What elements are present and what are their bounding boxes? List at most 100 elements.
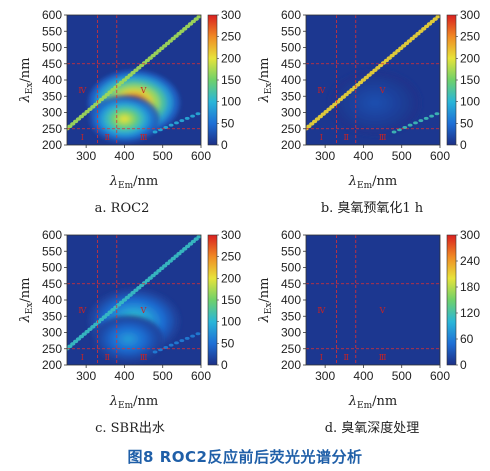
scatter-point bbox=[90, 325, 96, 329]
scatter-point bbox=[87, 107, 93, 112]
scatter-point bbox=[124, 295, 130, 300]
scatter-point bbox=[317, 114, 323, 119]
colorbar-tick-label: 0 bbox=[221, 138, 228, 152]
scatter-point bbox=[372, 68, 378, 73]
scatter-point bbox=[121, 298, 128, 302]
scatter-point bbox=[104, 92, 110, 97]
scatter-point bbox=[139, 283, 145, 288]
scatter-point-2nd bbox=[429, 114, 434, 118]
scatter-point-2nd bbox=[184, 336, 190, 340]
scatter-point bbox=[150, 273, 156, 278]
scatter-point bbox=[176, 31, 182, 36]
scatter-point bbox=[187, 22, 194, 26]
scatter-point bbox=[383, 58, 389, 63]
colorbar-tick-label: 50 bbox=[460, 116, 474, 130]
scatter-point bbox=[159, 46, 165, 51]
region-label: Ⅳ bbox=[317, 86, 326, 95]
colorbar-tick-label: 180 bbox=[460, 280, 480, 294]
x-axis-label-symbol: λ bbox=[348, 394, 357, 409]
x-tick-label: 300 bbox=[76, 149, 96, 163]
y-tick-label: 200 bbox=[281, 138, 301, 152]
scatter-point bbox=[139, 63, 145, 68]
y-axis-label-sub: Ex bbox=[25, 83, 35, 95]
scatter-point bbox=[167, 39, 173, 43]
colorbar bbox=[446, 234, 457, 366]
scatter-point-2nd bbox=[184, 116, 190, 120]
colorbar-tick-label: 60 bbox=[460, 332, 474, 346]
y-axis-label-unit: /nm bbox=[18, 278, 33, 303]
region-label: Ⅱ bbox=[104, 353, 109, 362]
scatter-point bbox=[435, 15, 440, 19]
scatter-point bbox=[386, 56, 392, 60]
scatter-point bbox=[67, 344, 73, 349]
x-axis-label-sub: Em bbox=[357, 181, 373, 191]
y-axis-label-sub: Ex bbox=[264, 83, 274, 95]
fluorescence-peak bbox=[89, 95, 160, 143]
scatter-point bbox=[130, 70, 136, 75]
scatter-point bbox=[153, 51, 159, 55]
region-label: Ⅱ bbox=[343, 133, 348, 142]
scatter-point bbox=[355, 83, 361, 87]
scatter-point bbox=[136, 66, 142, 70]
scatter-point bbox=[127, 293, 133, 297]
scatter-point bbox=[73, 119, 79, 124]
colorbar-tick-label: 300 bbox=[460, 228, 480, 242]
y-tick-label: 450 bbox=[281, 57, 301, 71]
region-label: Ⅲ bbox=[140, 353, 148, 362]
scatter-point bbox=[349, 87, 355, 92]
plot-area: Ⅰ Ⅱ Ⅲ Ⅳ Ⅴ bbox=[306, 235, 440, 365]
x-axis-label-symbol: λ bbox=[109, 174, 118, 189]
scatter-point-2nd bbox=[195, 112, 201, 116]
y-tick-label: 450 bbox=[42, 277, 62, 291]
scatter-point bbox=[156, 268, 162, 273]
colorbar-tick-label: 50 bbox=[221, 116, 235, 130]
scatter-point bbox=[418, 29, 424, 34]
colorbar-tick-label: 300 bbox=[460, 8, 480, 22]
x-axis-label: λEm/nm bbox=[348, 394, 397, 411]
region-label: Ⅰ bbox=[81, 133, 84, 142]
scatter-point-2nd bbox=[195, 332, 201, 336]
colorbar-tick-label: 240 bbox=[460, 254, 480, 268]
y-tick-label: 400 bbox=[42, 73, 62, 87]
y-tick-label: 450 bbox=[281, 277, 301, 291]
colorbar-tick-label: 120 bbox=[460, 306, 480, 320]
region-label: Ⅴ bbox=[140, 86, 147, 95]
y-tick-label: 300 bbox=[281, 326, 301, 340]
x-axis-label-symbol: λ bbox=[109, 394, 118, 409]
y-axis-label: λEx/nm bbox=[257, 58, 274, 104]
colorbar-tick-label: 250 bbox=[221, 250, 241, 264]
region-label: Ⅲ bbox=[379, 353, 387, 362]
colorbar-tick-label: 150 bbox=[221, 293, 241, 307]
scatter-point bbox=[185, 24, 191, 29]
scatter-point bbox=[190, 19, 196, 24]
scatter-point bbox=[320, 112, 326, 116]
scatter-point bbox=[185, 244, 191, 249]
y-tick-label: 400 bbox=[281, 293, 301, 307]
y-tick-label: 600 bbox=[281, 228, 301, 242]
scatter-point bbox=[337, 97, 344, 102]
scatter-point bbox=[346, 90, 352, 94]
colorbar bbox=[207, 234, 218, 366]
colorbar-tick-label: 100 bbox=[221, 315, 241, 329]
panel-subtitle: b. 臭氧预氧化1 h bbox=[321, 201, 424, 216]
panel-subtitle: d. 臭氧深度处理 bbox=[325, 420, 420, 436]
scatter-point bbox=[170, 36, 176, 41]
y-tick-label: 550 bbox=[42, 24, 62, 38]
x-tick-label: 400 bbox=[114, 369, 134, 383]
y-tick-label: 250 bbox=[281, 342, 301, 356]
scatter-point-2nd bbox=[174, 341, 179, 345]
colorbar-tick-label: 200 bbox=[460, 51, 480, 65]
y-tick-label: 350 bbox=[42, 309, 62, 323]
scatter-point bbox=[98, 97, 105, 102]
scatter-point bbox=[329, 105, 335, 109]
x-axis-label-sub: Em bbox=[118, 401, 134, 411]
x-axis-label-unit: /nm bbox=[372, 394, 397, 409]
y-tick-label: 250 bbox=[42, 342, 62, 356]
scatter-point bbox=[81, 332, 87, 336]
scatter-point bbox=[363, 75, 369, 80]
region-label: Ⅲ bbox=[140, 133, 148, 142]
scatter-point bbox=[118, 300, 125, 305]
scatter-point bbox=[424, 24, 430, 29]
scatter-point-2nd bbox=[402, 125, 408, 129]
